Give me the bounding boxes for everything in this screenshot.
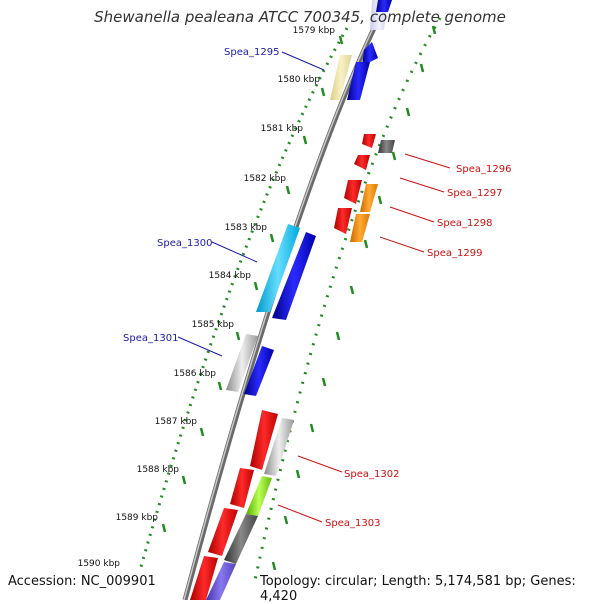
tick-label: 1579 kbp xyxy=(293,26,336,36)
gene-spea-1295-pale[interactable] xyxy=(330,55,352,100)
tick-label: 1584 kbp xyxy=(209,271,252,281)
outer-tick-mark xyxy=(377,195,383,205)
tick-label: 1590 kbp xyxy=(78,559,121,569)
gene-spea-1300-cyan[interactable] xyxy=(256,224,300,312)
inner-major-ticks xyxy=(161,35,344,533)
accession-text: Accession: NC_009901 xyxy=(8,574,156,589)
gene-lower-3[interactable] xyxy=(190,556,218,600)
tick-label: 1581 kbp xyxy=(261,124,304,134)
gene-label-spea-1300[interactable]: Spea_1300 xyxy=(157,238,212,249)
gene-labels: Spea_1295 Spea_1300 Spea_1301 Spea_1296 Spea… xyxy=(123,47,511,529)
inner-tick-mark xyxy=(181,475,187,485)
gene-label-spea-1296[interactable]: Spea_1296 xyxy=(456,164,511,175)
gene-label-spea-1299[interactable]: Spea_1299 xyxy=(427,248,482,259)
gene-spea-1299-b[interactable] xyxy=(350,214,370,242)
inner-tick-mark xyxy=(338,35,344,45)
gene-spea-1300-blue[interactable] xyxy=(272,232,316,320)
gene-label-spea-1302[interactable]: Spea_1302 xyxy=(344,469,399,480)
inner-tick-mark xyxy=(199,427,205,437)
gene-spea-1301-blue[interactable] xyxy=(244,346,274,396)
gene-features xyxy=(190,0,395,600)
tick-label: 1587 kbp xyxy=(155,417,198,427)
outer-major-ticks xyxy=(271,25,437,571)
outer-tick-mark xyxy=(271,561,277,571)
outer-tick-mark xyxy=(295,469,301,479)
gene-forward-1[interactable] xyxy=(362,42,378,66)
outer-tick-mark xyxy=(363,239,369,249)
leader-lines xyxy=(177,51,451,523)
gene-spea-1297-a[interactable] xyxy=(354,155,370,170)
gene-spea-1298-a[interactable] xyxy=(344,180,362,204)
gene-lower-1[interactable] xyxy=(208,508,238,556)
gene-label-spea-1295[interactable]: Spea_1295 xyxy=(224,47,279,58)
outer-tick-mark xyxy=(321,377,327,387)
inner-tick-mark xyxy=(302,135,308,145)
gene-spea-1299-a[interactable] xyxy=(334,208,352,234)
gene-label-spea-1297[interactable]: Spea_1297 xyxy=(447,188,502,199)
inner-tick-mark xyxy=(269,233,275,243)
gene-lower-2[interactable] xyxy=(224,514,258,564)
gene-spea-1298-b[interactable] xyxy=(360,184,378,212)
tick-label: 1580 kbp xyxy=(278,75,321,85)
outer-tick-mark xyxy=(405,107,411,117)
tick-labels: 1579 kbp 1580 kbp 1581 kbp 1582 kbp 1583 kbp… xyxy=(78,26,336,569)
gene-spea-1296-b[interactable] xyxy=(378,140,395,153)
gene-forward-2[interactable] xyxy=(347,62,370,100)
outer-tick-mark xyxy=(419,63,425,73)
outer-tick-mark xyxy=(391,151,397,161)
genome-title: Shewanella pealeana ATCC 700345, complet… xyxy=(94,8,506,26)
tick-label: 1585 kbp xyxy=(192,320,235,330)
gene-label-spea-1301[interactable]: Spea_1301 xyxy=(123,333,178,344)
outer-tick-mark xyxy=(431,25,437,35)
gene-spea-1302-a[interactable] xyxy=(250,410,278,470)
gene-spea-1303-b[interactable] xyxy=(246,476,272,516)
tick-label: 1586 kbp xyxy=(174,369,217,379)
tick-label: 1589 kbp xyxy=(116,513,159,523)
inner-tick-mark xyxy=(161,523,167,533)
tick-label: 1583 kbp xyxy=(225,223,268,233)
outer-tick-mark xyxy=(349,285,355,295)
tick-label: 1588 kbp xyxy=(137,465,180,475)
inner-tick-mark xyxy=(253,281,259,291)
inner-tick-mark xyxy=(285,185,291,195)
gene-spea-1302-b[interactable] xyxy=(264,418,294,476)
gene-spea-1301-silver[interactable] xyxy=(226,334,258,392)
gene-label-spea-1298[interactable]: Spea_1298 xyxy=(437,218,492,229)
gene-blue-top[interactable] xyxy=(376,0,392,12)
tick-label: 1582 kbp xyxy=(244,174,287,184)
gene-lower-4[interactable] xyxy=(206,562,236,600)
inner-tick-mark xyxy=(320,87,326,97)
gene-spea-1296-a[interactable] xyxy=(362,134,376,148)
gene-label-spea-1303[interactable]: Spea_1303 xyxy=(325,518,380,529)
outer-tick-mark xyxy=(335,331,341,341)
inner-tick-mark xyxy=(217,381,223,391)
outer-tick-mark xyxy=(283,515,289,525)
outer-tick-mark xyxy=(309,423,315,433)
gene-spea-1303-a[interactable] xyxy=(230,468,254,508)
inner-tick-mark xyxy=(235,331,241,341)
